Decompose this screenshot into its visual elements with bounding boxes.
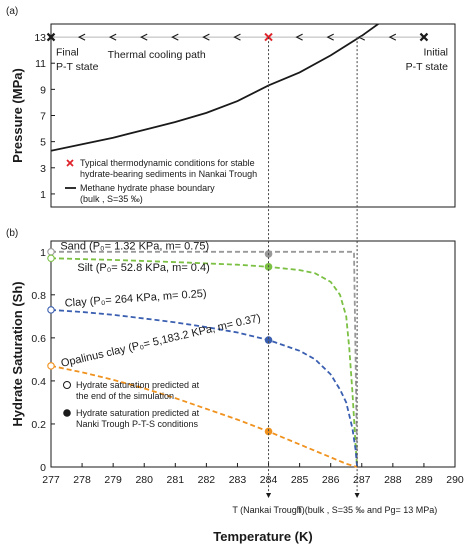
series-start-point-clay — [47, 306, 55, 314]
cooling-path-arrow — [388, 33, 397, 41]
legend-nankai-text: hydrate-bearing sediments in Nankai Trou… — [80, 169, 257, 179]
series-line-sand — [51, 250, 358, 468]
cooling-path-arrow — [171, 33, 179, 41]
series-nankai-point-clay — [264, 336, 273, 344]
panel-b-x-tick-label: 279 — [104, 474, 122, 486]
series-line-opalinus-clay — [50, 364, 358, 468]
panel-b-x-tick-label: 290 — [446, 474, 464, 486]
panel-b-x-tick-label: 283 — [229, 474, 247, 486]
cooling-path-arrow — [295, 33, 303, 41]
final-state-label: Final — [56, 46, 79, 58]
panel-b-x-tick-label: 289 — [415, 474, 433, 486]
legend-nankai-marker-stroke-2 — [66, 159, 74, 167]
x-axis-title: Temperature (K) — [213, 529, 312, 544]
panel-b-label: (b) — [6, 228, 18, 239]
panel-b: 0 0.2 0.4 0.6 0.8 1 277 278 279 280 281 282 283 284 28… — [10, 240, 464, 486]
series-label-sand: Sand (P₀= 1.32 KPa, m= 0.75) — [60, 241, 209, 253]
panel-b-y-tick-label: 1 — [40, 247, 46, 259]
panel-b-x-tick-label: 285 — [291, 474, 309, 486]
series-line-clay — [50, 309, 358, 468]
cooling-path-label: Thermal cooling path — [108, 49, 206, 61]
panel-b-y-tick-label: 0 — [40, 462, 46, 474]
series-start-point-sand — [47, 248, 55, 256]
final-state-marker-stroke-2 — [46, 32, 56, 42]
panel-b-y-tick-label: 0.4 — [31, 376, 46, 388]
panel-b-y-tick-label: 0.2 — [31, 419, 46, 431]
cooling-path-arrow — [202, 33, 210, 41]
legend-phase-boundary-text: (bulk , S=35 ‰) — [80, 194, 143, 204]
cooling-path-arrow — [108, 33, 117, 41]
legend-open-circle-text: Hydrate saturation predicted at — [76, 380, 200, 390]
legend-nankai-marker — [66, 159, 74, 167]
final-state-label: P-T state — [56, 61, 99, 73]
legend-open-circle-marker — [63, 381, 71, 389]
panel-b-x-tick-label: 282 — [198, 474, 216, 486]
panel-a-y-tick-label: 13 — [34, 32, 46, 44]
cooling-path-arrow — [357, 33, 366, 41]
panel-b-x-tick-label: 281 — [167, 474, 185, 486]
initial-state-marker — [419, 32, 429, 42]
panel-b-x-tick-label: 286 — [322, 474, 340, 486]
panel-b-x-tick-label: 277 — [42, 474, 60, 486]
guide-label-1: T (bulk , S=35 ‰ and Pg= 13 MPa) — [297, 505, 437, 515]
cooling-path-arrow — [77, 33, 86, 41]
panel-a-y-tick-label: 3 — [40, 163, 46, 175]
panel-b-y-axis-title: Hydrate Saturation (Sh) — [10, 281, 25, 426]
panel-a-y-tick-label: 11 — [35, 58, 46, 70]
legend-nankai-text: Typical thermodynamic conditions for sta… — [80, 158, 255, 168]
panel-b-y-tick-label: 0.8 — [31, 290, 46, 302]
initial-state-label: Initial — [423, 46, 448, 58]
initial-state-marker-stroke-2 — [419, 32, 429, 42]
panel-b-x-tick-label: 288 — [384, 474, 402, 486]
series-start-point-silt — [47, 254, 55, 262]
reference-guides: T (Nankai Trough)T (bulk , S=35 ‰ and Pg… — [232, 37, 437, 515]
series-start-point-opalinus-clay — [47, 362, 55, 370]
panel-a-y-axis-title: Pressure (MPa) — [10, 68, 25, 163]
panel-a-y-tick-label: 1 — [40, 189, 46, 201]
series-nankai-point-opalinus-clay — [264, 427, 273, 436]
legend-phase-boundary-text: Methane hydrate phase boundary — [80, 183, 215, 193]
series-label-opalinus-clay: Opalinus clay (P₀= 5,183.2 KPa, m= 0.37) — [60, 312, 262, 370]
series-label-silt: Silt (P₀= 52.8 KPa, m= 0.4) — [77, 262, 209, 274]
panel-a-label: (a) — [6, 6, 18, 17]
panel-b-frame — [50, 240, 456, 468]
panel-b-x-tick-label: 278 — [73, 474, 91, 486]
series-line-silt — [50, 257, 358, 468]
panel-a-y-tick-label: 5 — [40, 137, 46, 149]
panel-b-y-tick-label: 0.6 — [31, 333, 46, 345]
initial-state-label: P-T state — [406, 61, 449, 73]
legend-filled-circle-marker — [63, 409, 71, 417]
cooling-path-arrow — [326, 33, 334, 41]
panel-b-x-tick-label: 280 — [135, 474, 153, 486]
cooling-path-arrow — [140, 33, 148, 41]
guide-label-0: T (Nankai Trough) — [232, 505, 304, 515]
panel-b-x-tick-label: 287 — [353, 474, 371, 486]
series-label-clay: Clay (P₀= 264 KPa, m= 0.25) — [64, 288, 207, 310]
panel-a-y-tick-label: 9 — [40, 84, 46, 96]
final-state-marker — [46, 32, 56, 42]
legend-filled-circle-text: Hydrate saturation predicted at — [76, 408, 200, 418]
phase-boundary-line — [51, 24, 380, 152]
legend-filled-circle-text: Nanki Trough P-T-S conditions — [76, 419, 199, 429]
panel-b-x-tick-label: 284 — [260, 474, 278, 486]
legend-open-circle-text: the end of the simulation — [76, 391, 174, 401]
cooling-path-arrow — [233, 33, 241, 41]
panel-a-y-tick-label: 7 — [40, 111, 46, 123]
